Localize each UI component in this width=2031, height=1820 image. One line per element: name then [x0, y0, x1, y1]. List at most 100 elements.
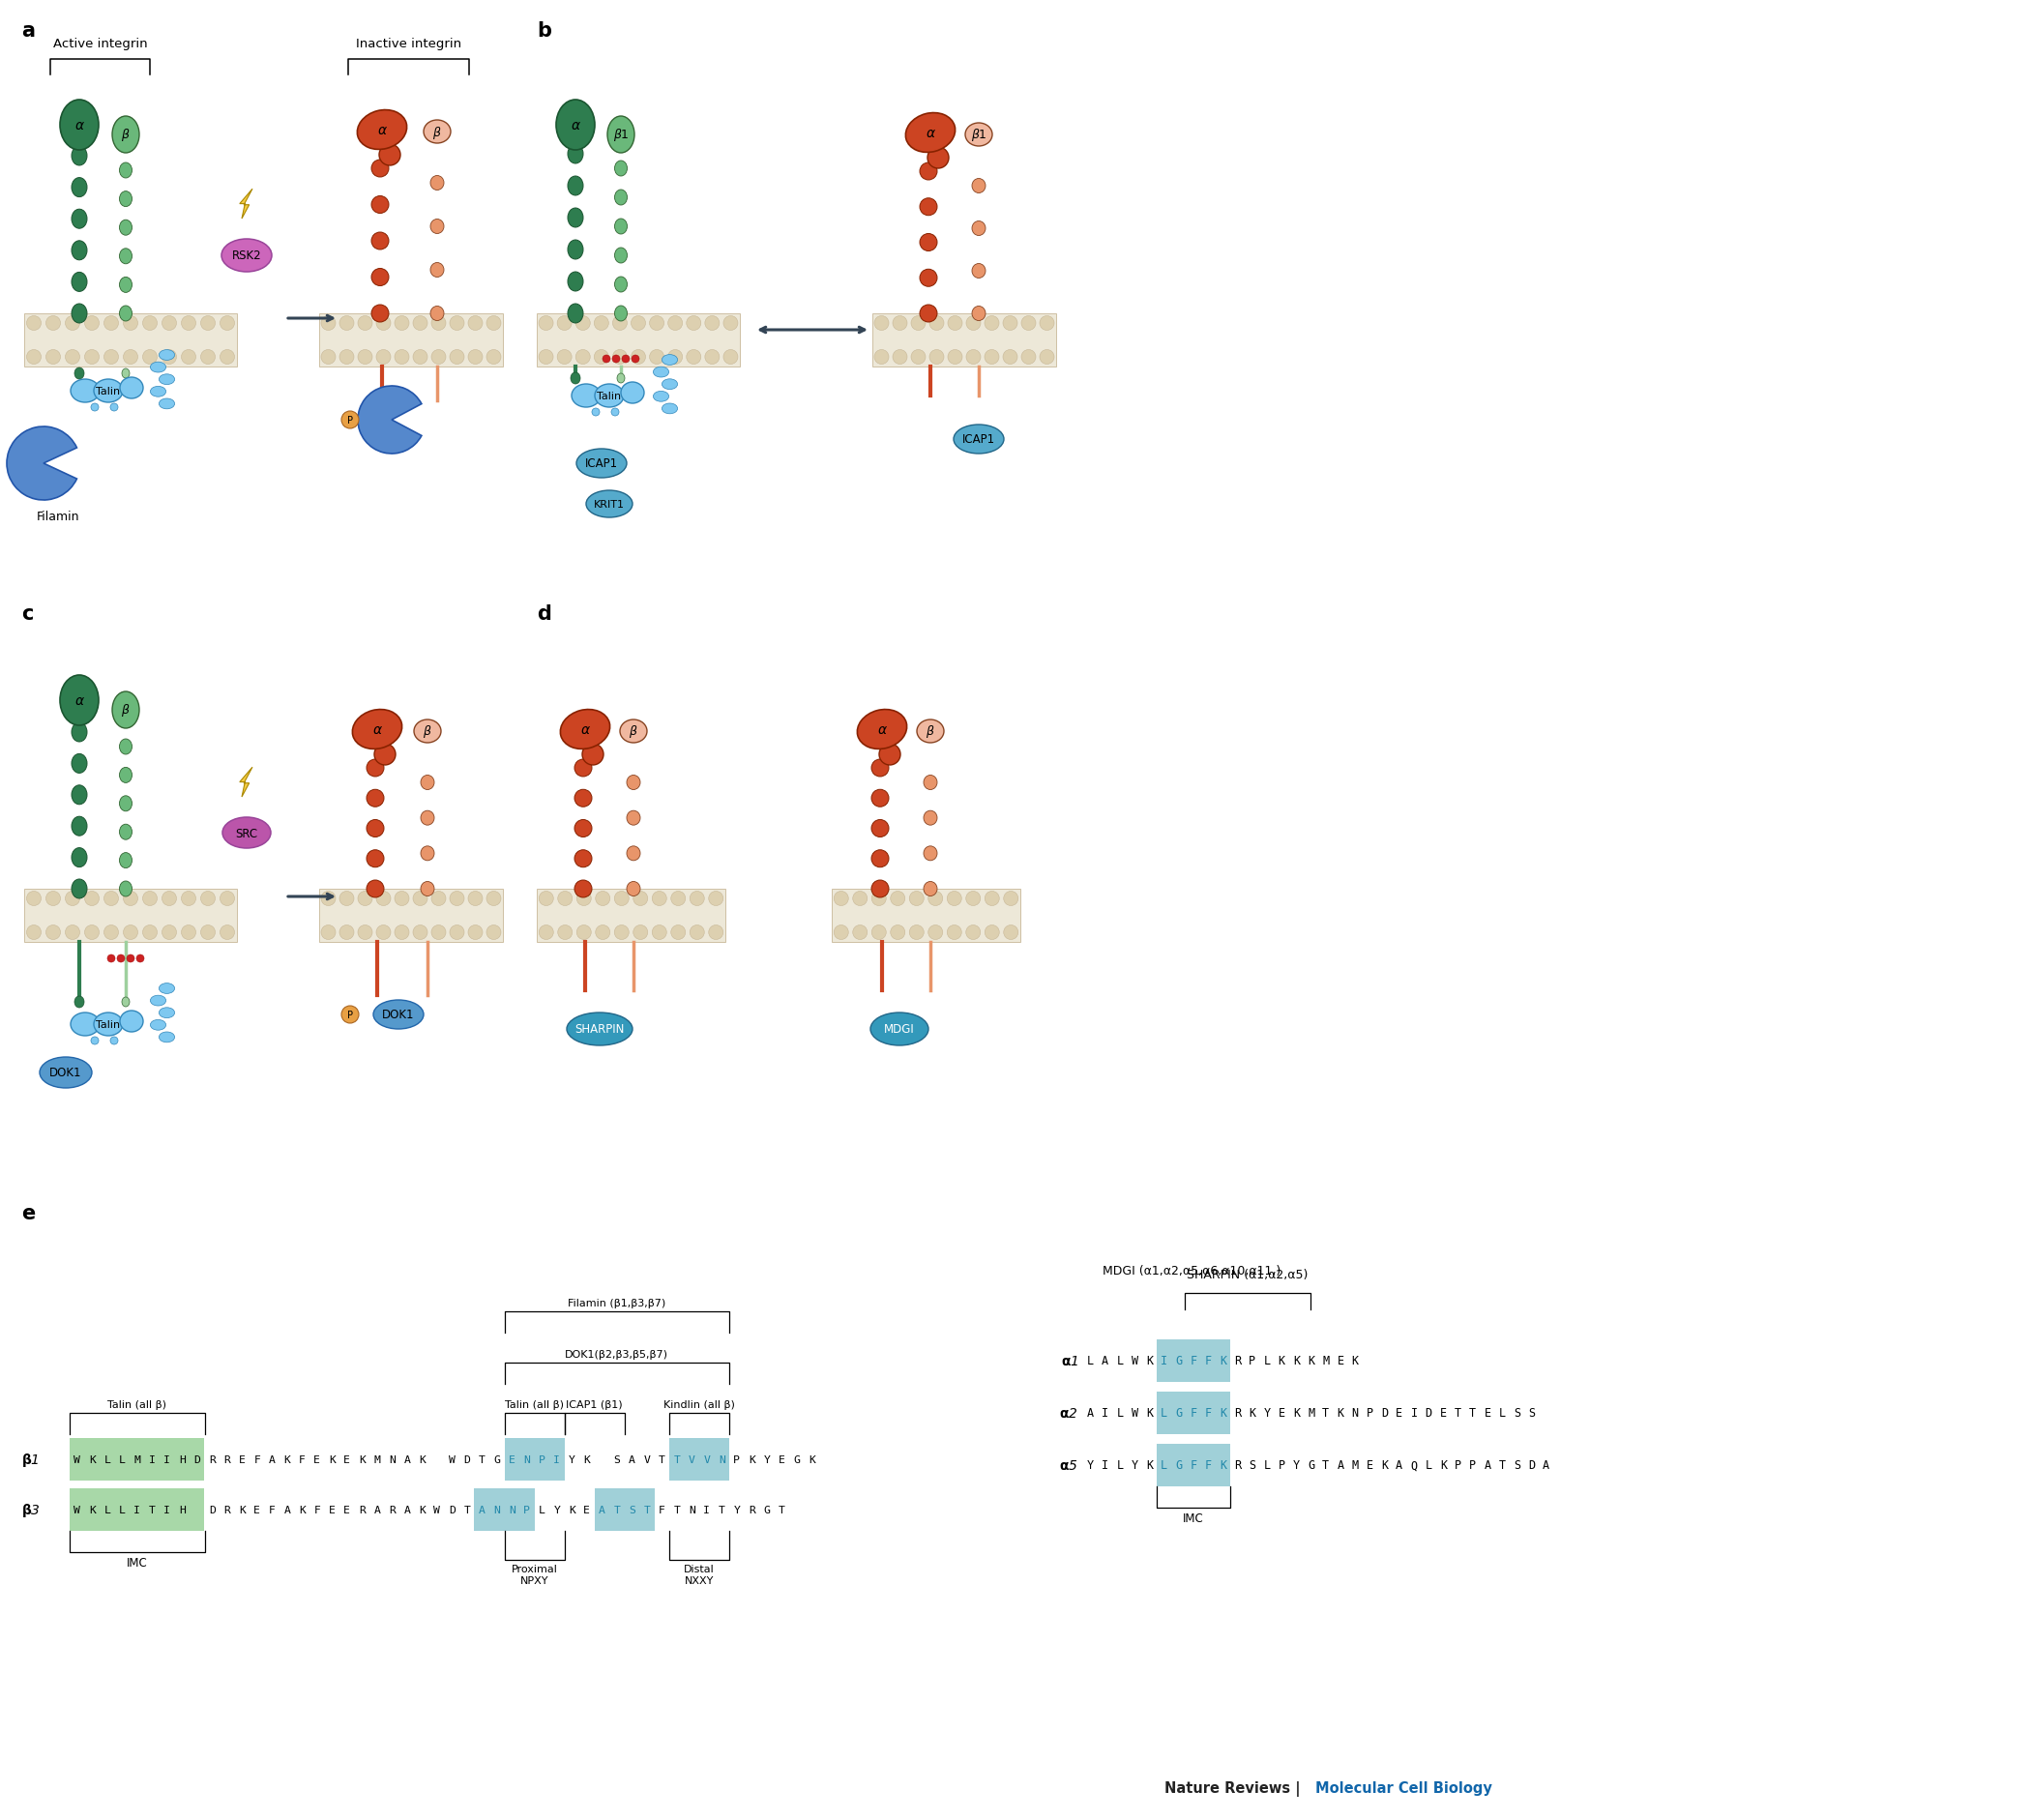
Ellipse shape — [120, 164, 132, 178]
Ellipse shape — [879, 744, 900, 766]
Ellipse shape — [595, 384, 624, 408]
FancyBboxPatch shape — [100, 1489, 114, 1531]
Circle shape — [339, 925, 353, 939]
Text: K: K — [240, 1505, 246, 1514]
Text: $\alpha$: $\alpha$ — [376, 124, 388, 136]
Circle shape — [613, 317, 628, 331]
Ellipse shape — [920, 164, 936, 180]
Circle shape — [691, 925, 705, 939]
FancyBboxPatch shape — [85, 1438, 100, 1481]
Ellipse shape — [871, 1014, 928, 1046]
Text: DOK1: DOK1 — [49, 1067, 81, 1079]
FancyBboxPatch shape — [595, 1489, 609, 1531]
Text: K: K — [1219, 1407, 1227, 1420]
Text: K: K — [89, 1505, 95, 1514]
Ellipse shape — [587, 491, 632, 519]
Ellipse shape — [920, 235, 936, 251]
Circle shape — [449, 925, 465, 939]
Circle shape — [705, 351, 719, 364]
Text: L: L — [1426, 1460, 1432, 1472]
Text: D: D — [449, 1505, 455, 1514]
Text: $\mathbf{\alpha}$1: $\mathbf{\alpha}$1 — [1060, 1354, 1078, 1367]
Ellipse shape — [632, 355, 640, 364]
Ellipse shape — [158, 1032, 175, 1043]
Text: Kindlin (all β): Kindlin (all β) — [664, 1400, 735, 1409]
Ellipse shape — [341, 1006, 359, 1023]
Text: P: P — [1454, 1460, 1462, 1472]
FancyBboxPatch shape — [189, 1438, 205, 1481]
Text: T: T — [674, 1505, 680, 1514]
Text: Y: Y — [554, 1505, 561, 1514]
Circle shape — [632, 317, 646, 331]
FancyBboxPatch shape — [69, 1438, 85, 1481]
Text: V: V — [644, 1454, 650, 1465]
Circle shape — [967, 892, 981, 906]
Ellipse shape — [71, 786, 87, 804]
Text: $\alpha$: $\alpha$ — [579, 723, 591, 737]
Circle shape — [930, 351, 944, 364]
Ellipse shape — [575, 790, 591, 808]
Text: P: P — [347, 1010, 353, 1019]
Text: A: A — [1336, 1460, 1345, 1472]
Ellipse shape — [431, 220, 445, 235]
Text: Talin: Talin — [95, 386, 120, 397]
Text: F: F — [1204, 1354, 1213, 1367]
Text: K: K — [1440, 1460, 1446, 1472]
Text: $\beta$: $\beta$ — [433, 124, 443, 140]
Circle shape — [431, 317, 447, 331]
FancyBboxPatch shape — [715, 1438, 729, 1481]
Text: K: K — [569, 1505, 575, 1514]
FancyBboxPatch shape — [24, 315, 238, 368]
Ellipse shape — [223, 817, 270, 848]
Circle shape — [575, 351, 591, 364]
Text: I: I — [1160, 1354, 1168, 1367]
FancyBboxPatch shape — [489, 1489, 504, 1531]
Circle shape — [412, 925, 427, 939]
Text: ICAP1 (β1): ICAP1 (β1) — [567, 1400, 624, 1409]
Ellipse shape — [353, 710, 402, 750]
Circle shape — [595, 351, 609, 364]
Circle shape — [853, 925, 867, 939]
Ellipse shape — [75, 997, 83, 1008]
Ellipse shape — [628, 812, 640, 826]
Text: Nature Reviews |: Nature Reviews | — [1164, 1780, 1306, 1796]
Text: S: S — [1513, 1460, 1521, 1472]
Text: H: H — [179, 1454, 185, 1465]
Ellipse shape — [120, 768, 132, 783]
Circle shape — [538, 317, 552, 331]
Text: I: I — [165, 1454, 171, 1465]
Polygon shape — [240, 189, 252, 220]
Text: E: E — [313, 1454, 321, 1465]
Circle shape — [538, 351, 552, 364]
FancyBboxPatch shape — [1158, 1392, 1172, 1434]
Wedge shape — [357, 386, 422, 455]
FancyBboxPatch shape — [319, 315, 504, 368]
Ellipse shape — [615, 306, 628, 322]
Circle shape — [894, 351, 908, 364]
Text: DOK1(β2,β3,β5,β7): DOK1(β2,β3,β5,β7) — [565, 1349, 668, 1360]
Text: P: P — [1277, 1460, 1286, 1472]
Text: D: D — [193, 1454, 201, 1465]
Ellipse shape — [431, 308, 445, 322]
Circle shape — [595, 892, 609, 906]
Ellipse shape — [150, 1019, 167, 1030]
Text: E: E — [1336, 1354, 1345, 1367]
FancyBboxPatch shape — [548, 1438, 565, 1481]
Circle shape — [487, 317, 502, 331]
Text: Molecular Cell Biology: Molecular Cell Biology — [1316, 1780, 1493, 1795]
Text: L: L — [1499, 1407, 1505, 1420]
Circle shape — [467, 892, 483, 906]
Text: T: T — [778, 1505, 786, 1514]
Text: D: D — [1426, 1407, 1432, 1420]
Text: P: P — [524, 1505, 530, 1514]
Ellipse shape — [71, 848, 87, 868]
Circle shape — [912, 317, 926, 331]
Text: $\alpha$: $\alpha$ — [924, 127, 936, 140]
Text: d: d — [536, 604, 550, 624]
Text: A: A — [628, 1454, 636, 1465]
FancyBboxPatch shape — [534, 1438, 548, 1481]
Text: K: K — [808, 1454, 814, 1465]
Circle shape — [890, 925, 906, 939]
Text: Talin (all β): Talin (all β) — [108, 1400, 167, 1409]
Ellipse shape — [603, 355, 609, 364]
